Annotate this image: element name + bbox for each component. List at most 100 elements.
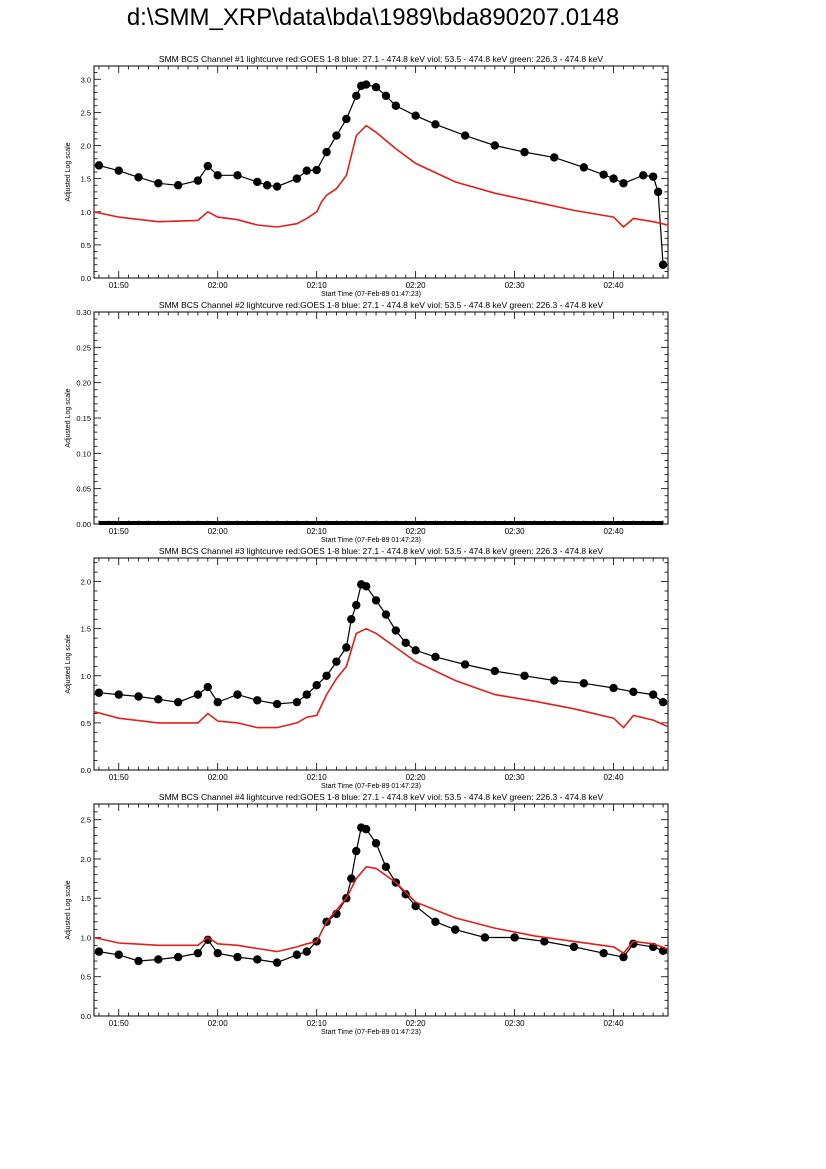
data-point — [490, 666, 500, 676]
y-tick-label: 0.00 — [76, 520, 91, 529]
data-point — [114, 690, 123, 699]
data-point — [549, 153, 559, 162]
data-point — [579, 163, 589, 172]
x-tick-label: 02:30 — [505, 527, 526, 536]
y-tick-label: 1.0 — [81, 933, 91, 942]
series-line — [93, 124, 669, 229]
y-tick-label: 0.25 — [76, 343, 91, 352]
data-point — [322, 147, 331, 157]
x-tick-label: 02:10 — [307, 527, 328, 536]
data-point — [629, 687, 638, 696]
y-tick-label: 0.0 — [81, 274, 91, 283]
data-point — [609, 174, 618, 183]
y-tick-label: 0.5 — [81, 973, 91, 982]
data-point — [134, 956, 143, 966]
data-point — [411, 111, 420, 120]
data-point — [342, 114, 351, 124]
data-point — [292, 697, 302, 707]
data-point — [193, 176, 203, 185]
x-axis-label: Start Time (07-Feb-89 01:47:23) — [321, 783, 421, 790]
data-point — [510, 933, 519, 942]
data-point — [648, 690, 658, 699]
data-point — [658, 697, 668, 707]
data-point — [114, 166, 123, 175]
data-point — [361, 582, 371, 591]
data-point — [431, 120, 440, 129]
data-point — [233, 952, 242, 962]
data-point — [520, 671, 529, 680]
data-point — [272, 958, 282, 967]
data-point — [312, 681, 321, 690]
y-tick-label: 0.0 — [81, 1012, 91, 1021]
data-point — [322, 671, 331, 680]
y-axis-label: Adjusted Log scale — [65, 142, 72, 201]
y-tick-label: 0.5 — [81, 719, 91, 728]
y-axis-label: Adjusted Log scale — [65, 634, 72, 693]
data-point — [609, 683, 618, 693]
x-tick-label: 02:20 — [406, 1019, 427, 1028]
data-point — [549, 676, 559, 685]
data-point — [490, 141, 500, 150]
data-point — [371, 839, 381, 848]
data-point — [480, 933, 490, 942]
data-point — [653, 187, 663, 197]
x-tick-label: 02:40 — [604, 773, 625, 782]
data-point — [371, 83, 381, 92]
x-tick-label: 02:20 — [406, 527, 427, 536]
data-point — [352, 91, 361, 101]
y-tick-label: 1.0 — [81, 672, 91, 681]
data-point — [619, 952, 628, 962]
data-point — [203, 682, 213, 692]
data-point — [599, 170, 608, 179]
data-point — [569, 942, 579, 952]
data-point — [540, 937, 549, 946]
data-point — [272, 182, 282, 191]
x-tick-label: 02:00 — [208, 773, 229, 782]
data-point — [253, 696, 262, 705]
data-point — [391, 101, 401, 110]
data-point — [262, 181, 272, 190]
data-point — [203, 161, 213, 171]
data-point — [658, 260, 668, 269]
data-point — [213, 697, 222, 707]
data-point — [332, 131, 341, 140]
x-axis-label: Start Time (07-Feb-89 01:47:23) — [321, 537, 421, 544]
y-tick-label: 0.0 — [81, 766, 91, 775]
data-point — [352, 600, 361, 610]
data-point — [213, 948, 222, 958]
data-point — [233, 171, 242, 180]
data-point — [154, 955, 163, 964]
data-point — [451, 925, 460, 934]
y-tick-label: 3.0 — [81, 75, 91, 84]
x-tick-label: 02:00 — [208, 527, 229, 536]
data-point — [173, 952, 183, 962]
data-point — [599, 948, 608, 958]
data-point — [173, 697, 183, 707]
y-tick-label: 2.5 — [81, 816, 91, 825]
data-point — [94, 947, 104, 956]
data-point — [381, 610, 391, 619]
x-tick-label: 01:50 — [109, 281, 130, 290]
plot-frame — [93, 65, 669, 279]
y-tick-label: 2.0 — [81, 855, 91, 864]
data-point — [233, 690, 242, 699]
data-point — [579, 679, 589, 688]
data-point — [619, 179, 628, 188]
data-point — [134, 692, 143, 701]
series-connector — [98, 583, 664, 705]
x-tick-label: 01:50 — [109, 527, 130, 536]
x-tick-label: 01:50 — [109, 773, 130, 782]
data-point — [134, 173, 143, 182]
data-point — [381, 862, 391, 872]
series-line — [93, 627, 669, 729]
data-point — [381, 91, 391, 101]
data-point — [193, 690, 203, 699]
plot-frame — [93, 557, 669, 771]
data-point — [154, 695, 163, 704]
y-tick-label: 0.5 — [81, 241, 91, 250]
data-point — [401, 638, 410, 647]
x-tick-label: 02:10 — [307, 1019, 328, 1028]
chart-title: SMM BCS Channel #1 lightcurve red:GOES 1… — [159, 54, 603, 64]
x-tick-label: 02:00 — [208, 1019, 229, 1028]
x-axis-label: Start Time (07-Feb-89 01:47:23) — [321, 291, 421, 298]
